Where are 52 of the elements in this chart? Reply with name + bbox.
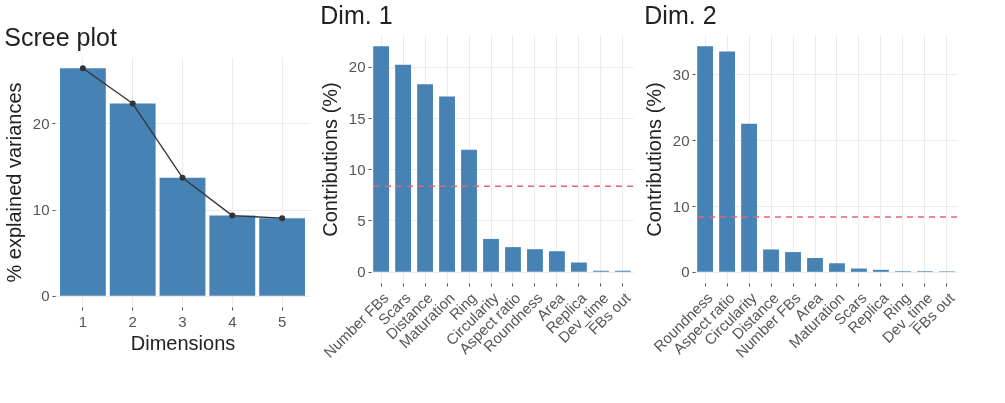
bar	[697, 46, 714, 272]
y-tick-label: 20	[32, 114, 50, 132]
y-tick-label: 0	[357, 263, 366, 281]
bar	[829, 263, 845, 272]
bar	[209, 215, 256, 296]
y-tick-label: 10	[672, 197, 690, 215]
x-axis-title: Dimensions	[130, 331, 236, 354]
point	[179, 174, 186, 181]
point	[79, 65, 86, 72]
bar	[159, 177, 206, 296]
bar	[527, 249, 543, 272]
bar	[109, 103, 156, 296]
bar	[505, 247, 521, 272]
bar	[807, 258, 823, 272]
point	[229, 212, 236, 219]
y-tick-label: 10	[348, 160, 366, 178]
y-tick-label: 0	[681, 263, 690, 281]
x-tick-label: 2	[128, 312, 137, 330]
y-tick-label: 0	[41, 287, 50, 305]
y-tick-label: 5	[357, 211, 366, 229]
bar	[461, 149, 477, 272]
x-tick-label: 1	[78, 312, 88, 330]
x-tick-label: 3	[178, 312, 187, 330]
y-axis-title: Contributions (%)	[318, 82, 341, 237]
bar	[851, 268, 867, 272]
y-axis-title: Contributions (%)	[642, 82, 665, 237]
y-axis-title: % explained variances	[2, 82, 25, 283]
chart-title: Dim. 2	[644, 1, 717, 29]
bar	[571, 262, 587, 272]
bar	[259, 218, 306, 296]
y-tick-label: 20	[348, 58, 366, 76]
bar	[719, 51, 735, 272]
bar	[549, 251, 565, 272]
point	[279, 215, 286, 222]
bar	[785, 252, 801, 272]
y-tick-label: 15	[348, 109, 366, 127]
bar	[59, 68, 106, 296]
bar	[395, 64, 411, 272]
bar	[439, 96, 455, 272]
chart-title: Dim. 1	[320, 1, 393, 29]
point	[129, 100, 136, 107]
x-tick-label: 4	[228, 312, 237, 330]
chart-title: Scree plot	[4, 23, 117, 51]
bar	[373, 46, 390, 272]
x-tick-label: 5	[277, 312, 287, 330]
y-tick-label: 30	[672, 65, 690, 83]
bar	[741, 123, 757, 272]
bar	[417, 84, 433, 272]
y-tick-label: 10	[32, 201, 50, 219]
bar	[483, 238, 499, 272]
bar	[763, 249, 779, 272]
y-tick-label: 20	[672, 131, 690, 149]
